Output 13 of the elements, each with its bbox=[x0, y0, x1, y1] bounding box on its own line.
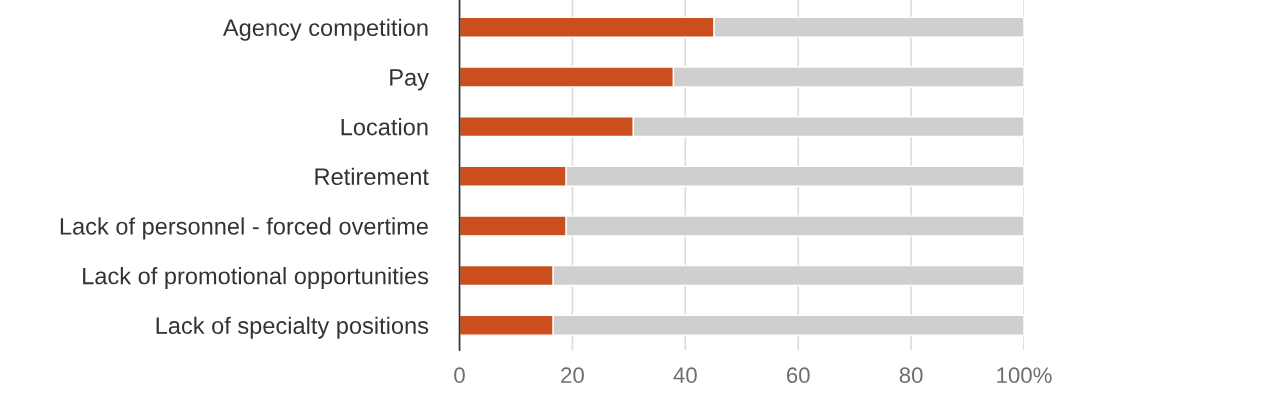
y-tick-label: Lack of personnel - forced overtime bbox=[60, 217, 428, 240]
y-tick-label: Pay bbox=[390, 69, 429, 91]
x-tick-label: 80 bbox=[899, 367, 923, 384]
y-tick-label: Location bbox=[341, 118, 428, 136]
y-tick-label: Lack of specialty positions bbox=[156, 316, 429, 339]
x-tick-label: 100% bbox=[997, 367, 1052, 384]
x-tick-label: 0 bbox=[454, 367, 465, 384]
x-tick-label: 60 bbox=[786, 367, 810, 384]
x-tick-label: 20 bbox=[561, 367, 584, 384]
y-tick-label: Retirement bbox=[315, 167, 429, 186]
x-tick-label: 40 bbox=[673, 367, 697, 384]
y-tick-label: Lack of promotional opportunities bbox=[83, 267, 429, 290]
y-tick-label: Agency competition bbox=[222, 18, 428, 41]
